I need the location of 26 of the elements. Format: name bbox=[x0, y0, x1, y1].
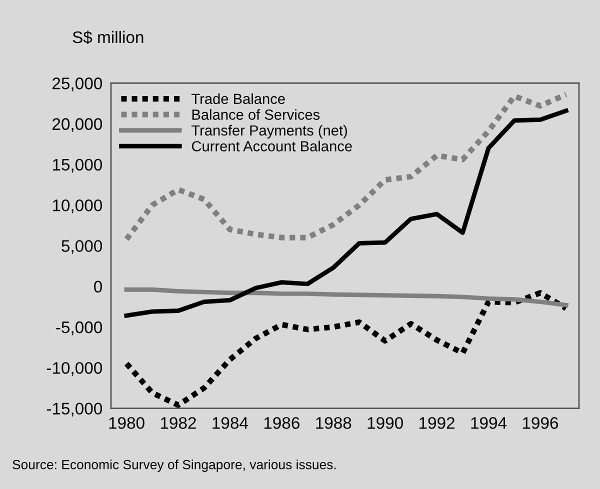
x-tick-label: 1980 bbox=[109, 417, 144, 429]
y-tick-label: 20,000 bbox=[52, 118, 102, 132]
y-tick-label: -15,000 bbox=[46, 402, 102, 416]
legend-label: Current Account Balance bbox=[192, 140, 352, 152]
x-tick-label: 1994 bbox=[471, 417, 507, 429]
y-tick-label: -5,000 bbox=[56, 321, 102, 336]
x-tick-label: 1986 bbox=[264, 417, 300, 429]
y-tick-label: 25,000 bbox=[52, 78, 102, 92]
y-tick-label: 0 bbox=[94, 280, 102, 293]
line-series bbox=[124, 287, 568, 308]
legend-label: Trade Balance bbox=[192, 93, 285, 104]
x-tick-label: 1990 bbox=[368, 417, 403, 429]
legend-label: Balance of Services bbox=[192, 109, 320, 120]
x-tick-label: 1982 bbox=[160, 417, 196, 429]
x-tick-label: 1996 bbox=[522, 417, 558, 429]
source-note: Source: Economic Survey of Singapore, various issues. bbox=[12, 460, 336, 472]
line-series bbox=[124, 108, 568, 318]
x-tick-label: 1992 bbox=[420, 417, 454, 429]
legend-label: Transfer Payments (net) bbox=[192, 124, 347, 138]
y-tick-label: 10,000 bbox=[52, 199, 102, 214]
y-axis-title: S$ million bbox=[72, 30, 144, 44]
y-tick-label: 15,000 bbox=[52, 158, 102, 173]
y-tick-label: 5,000 bbox=[62, 240, 102, 254]
y-tick-label: -10,000 bbox=[46, 362, 102, 376]
x-tick-label: 1984 bbox=[212, 417, 248, 429]
x-tick-label: 1988 bbox=[316, 417, 352, 429]
